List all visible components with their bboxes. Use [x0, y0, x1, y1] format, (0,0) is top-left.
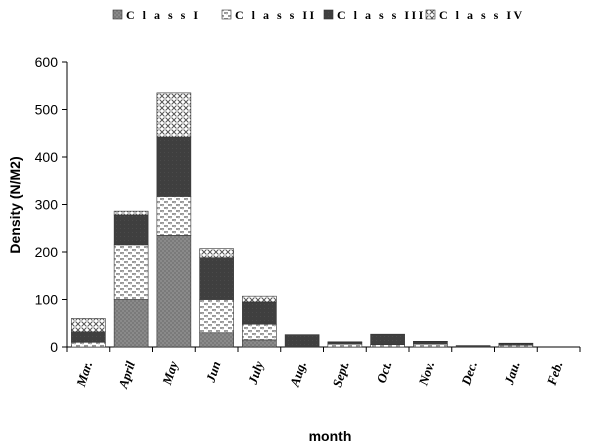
legend-label-3: C l a s s III	[337, 8, 426, 22]
bar-segment-4-jun	[199, 248, 234, 259]
y-tick-label: 200	[35, 244, 59, 260]
bar-segment-4-mar	[71, 318, 106, 333]
legend-label-4: C l a s s IV	[439, 8, 525, 22]
bar-segment-2-may	[156, 196, 192, 236]
y-tick-label: 400	[35, 149, 59, 165]
bar-segment-4-jau	[498, 342, 534, 345]
x-tick-label: Jun	[202, 359, 223, 385]
bar-segment-3-oct	[370, 333, 405, 345]
bar-segment-4-nov	[413, 340, 448, 343]
legend-swatch-4	[425, 9, 436, 20]
bar-segment-3-mar	[71, 331, 106, 343]
x-tick-label: Jau.	[501, 359, 523, 387]
axis-labels: Mar. April May Jun July Aug. Sept. Oct. Nov. Dec.…	[73, 359, 566, 391]
bar-segment-1-july	[242, 339, 277, 348]
y-tick-label: 500	[35, 102, 59, 118]
legend-swatch-2	[221, 9, 232, 20]
y-tick-label: 300	[35, 197, 59, 213]
x-tick-label: Aug.	[286, 359, 309, 389]
x-tick-label: Dec.	[458, 359, 480, 388]
bar-segment-4-may	[156, 92, 192, 138]
bar-segment-3-may	[156, 136, 192, 197]
x-tick-label: Oct.	[373, 359, 394, 385]
y-axis-title: Density (N/M2)	[7, 156, 23, 253]
bar-segment-3-aug	[284, 334, 320, 348]
bar-segment-2-nov	[413, 343, 448, 348]
bar-segment-4-july	[242, 295, 277, 303]
x-tick-label: July	[245, 359, 267, 387]
bar-segment-1-may	[156, 235, 192, 348]
y-tick-label: 0	[50, 339, 58, 355]
x-tick-label: Feb.	[543, 359, 565, 388]
bar-segment-2-sept	[327, 343, 363, 348]
bar-segment-3-nov	[413, 341, 448, 345]
y-tick-label: 600	[35, 54, 59, 70]
x-tick-label: Nov.	[415, 359, 437, 388]
bar-segment-2-april	[113, 244, 149, 300]
axes: 0 100 200 300 400 500 600	[35, 54, 581, 355]
bar-segment-1-jun	[199, 332, 234, 348]
bar-segment-4-sept	[327, 341, 363, 343]
x-axis-title: month	[309, 428, 352, 444]
bar-segment-2-july	[242, 323, 277, 341]
legend-label-2: C l a s s II	[235, 8, 317, 22]
bar-segment-2-oct	[370, 344, 405, 348]
x-tick-label: April	[115, 359, 138, 391]
legend: C l a s s I C l a s s II C l a s s III C l …	[112, 8, 525, 22]
bar-segment-2-jun	[199, 299, 234, 334]
bar-segment-4-april	[113, 210, 149, 216]
x-tick-label: Sept.	[329, 359, 351, 389]
bar-segment-3-jun	[199, 257, 234, 300]
bar-segment-3-april	[113, 214, 149, 246]
bar-segment-3-july	[242, 301, 277, 325]
bar-segment-2-mar	[71, 341, 106, 348]
legend-swatch-3	[323, 9, 334, 20]
bars	[71, 92, 534, 348]
x-tick-label: Mar.	[73, 359, 96, 389]
legend-swatch-1	[112, 9, 123, 20]
bar-segment-1-april	[113, 299, 149, 348]
bar-segment-3-dec	[455, 345, 491, 348]
y-tick-label: 100	[35, 292, 59, 308]
x-tick-label: May	[159, 359, 181, 387]
legend-label-1: C l a s s I	[126, 8, 201, 22]
